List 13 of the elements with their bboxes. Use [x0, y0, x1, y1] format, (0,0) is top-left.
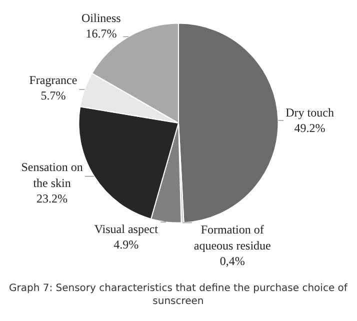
slice-label: Sensation on the skin: [21, 160, 83, 190]
data-label: 23.2%: [36, 191, 68, 206]
slice-label: Oiliness: [82, 10, 122, 25]
slice-label: Visual aspect: [94, 222, 159, 236]
data-label: 0,4%: [220, 254, 245, 268]
data-label: 16.7%: [86, 26, 117, 40]
slice-label: Fragrance: [29, 72, 78, 87]
slice-label: Dry touch: [286, 106, 334, 120]
slice-label: Formation of aqueous residue: [194, 222, 271, 252]
data-label: 49.2%: [294, 121, 326, 136]
text: Graph 7: Sensory characteristics that define the purchase choice of sunscreen: [9, 283, 348, 307]
data-label: 5.7%: [40, 88, 66, 103]
data-label: 4.9%: [114, 237, 139, 252]
